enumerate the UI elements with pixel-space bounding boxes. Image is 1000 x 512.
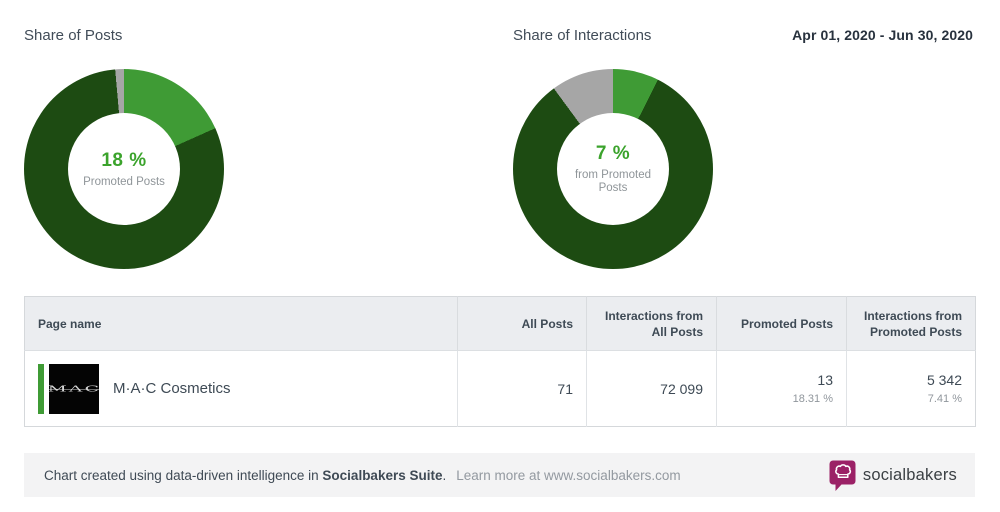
promoted-posts-cell: 13 18.31 % — [716, 350, 847, 427]
interactions-promoted-share-label: from Promoted Posts — [574, 169, 652, 194]
all-posts-cell: 71 — [457, 350, 587, 427]
footer-attribution-text: Chart created using data-driven intellig… — [44, 468, 681, 483]
date-range-label: Apr 01, 2020 - Jun 30, 2020 — [792, 27, 973, 43]
promoted-posts-value: 13 — [817, 371, 833, 388]
interactions-promoted-posts-percent: 7.41 % — [927, 392, 962, 405]
col-header-promoted-posts: Promoted Posts — [716, 296, 847, 351]
footer-suite-name: Socialbakers Suite — [322, 467, 443, 483]
interactions-donut-center: 7 % from Promoted Posts — [557, 113, 669, 225]
interactions-chart-title: Share of Interactions — [513, 27, 652, 44]
col-header-page-name: Page name — [24, 296, 458, 351]
interactions-promoted-share-value: 7 % — [595, 143, 631, 164]
interactions-all-posts-cell: 72 099 — [586, 350, 717, 427]
interactions-donut-chart: 7 % from Promoted Posts — [513, 69, 713, 269]
footer-text-prefix: Chart created using data-driven intellig… — [44, 467, 323, 483]
posts-promoted-share-value: 18 % — [101, 149, 147, 171]
col-header-all-posts: All Posts — [457, 296, 587, 351]
all-posts-value: 71 — [557, 380, 573, 397]
chef-hat-icon — [835, 463, 851, 478]
interactions-promoted-posts-cell: 5 342 7.41 % — [846, 350, 976, 427]
socialbakers-logo-text: socialbakers — [862, 465, 957, 484]
col-header-interactions-all-posts: Interactions from All Posts — [586, 296, 717, 351]
socialbakers-bubble-icon — [829, 460, 856, 491]
socialbakers-logo: socialbakers — [829, 460, 957, 491]
mac-logo: MAC — [49, 383, 99, 394]
posts-chart-title: Share of Posts — [24, 27, 123, 44]
brand-color-bar — [38, 363, 44, 414]
page-name-label: M·A·C Cosmetics — [113, 380, 231, 397]
posts-donut-center: 18 % Promoted Posts — [68, 113, 180, 225]
page-name-cell: MAC M·A·C Cosmetics — [24, 350, 458, 427]
footer-bar: Chart created using data-driven intellig… — [24, 453, 975, 497]
posts-promoted-share-label: Promoted Posts — [83, 175, 165, 188]
footer-learn-more-text: Learn more at www.socialbakers.com — [456, 467, 681, 483]
col-header-interactions-promoted-posts: Interactions from Promoted Posts — [846, 296, 976, 351]
posts-donut-chart: 18 % Promoted Posts — [24, 69, 224, 269]
table-header-row: Page name All Posts Interactions from Al… — [24, 296, 976, 351]
footer-period: . — [442, 467, 447, 483]
interactions-all-posts-value: 72 099 — [660, 380, 703, 397]
table-row: MAC M·A·C Cosmetics 71 72 099 13 18.31 % — [24, 350, 976, 427]
comparison-table: Page name All Posts Interactions from Al… — [24, 296, 976, 427]
page-avatar: MAC — [49, 363, 99, 414]
interactions-promoted-posts-value: 5 342 — [926, 371, 962, 388]
promoted-posts-percent: 18.31 % — [792, 392, 833, 405]
